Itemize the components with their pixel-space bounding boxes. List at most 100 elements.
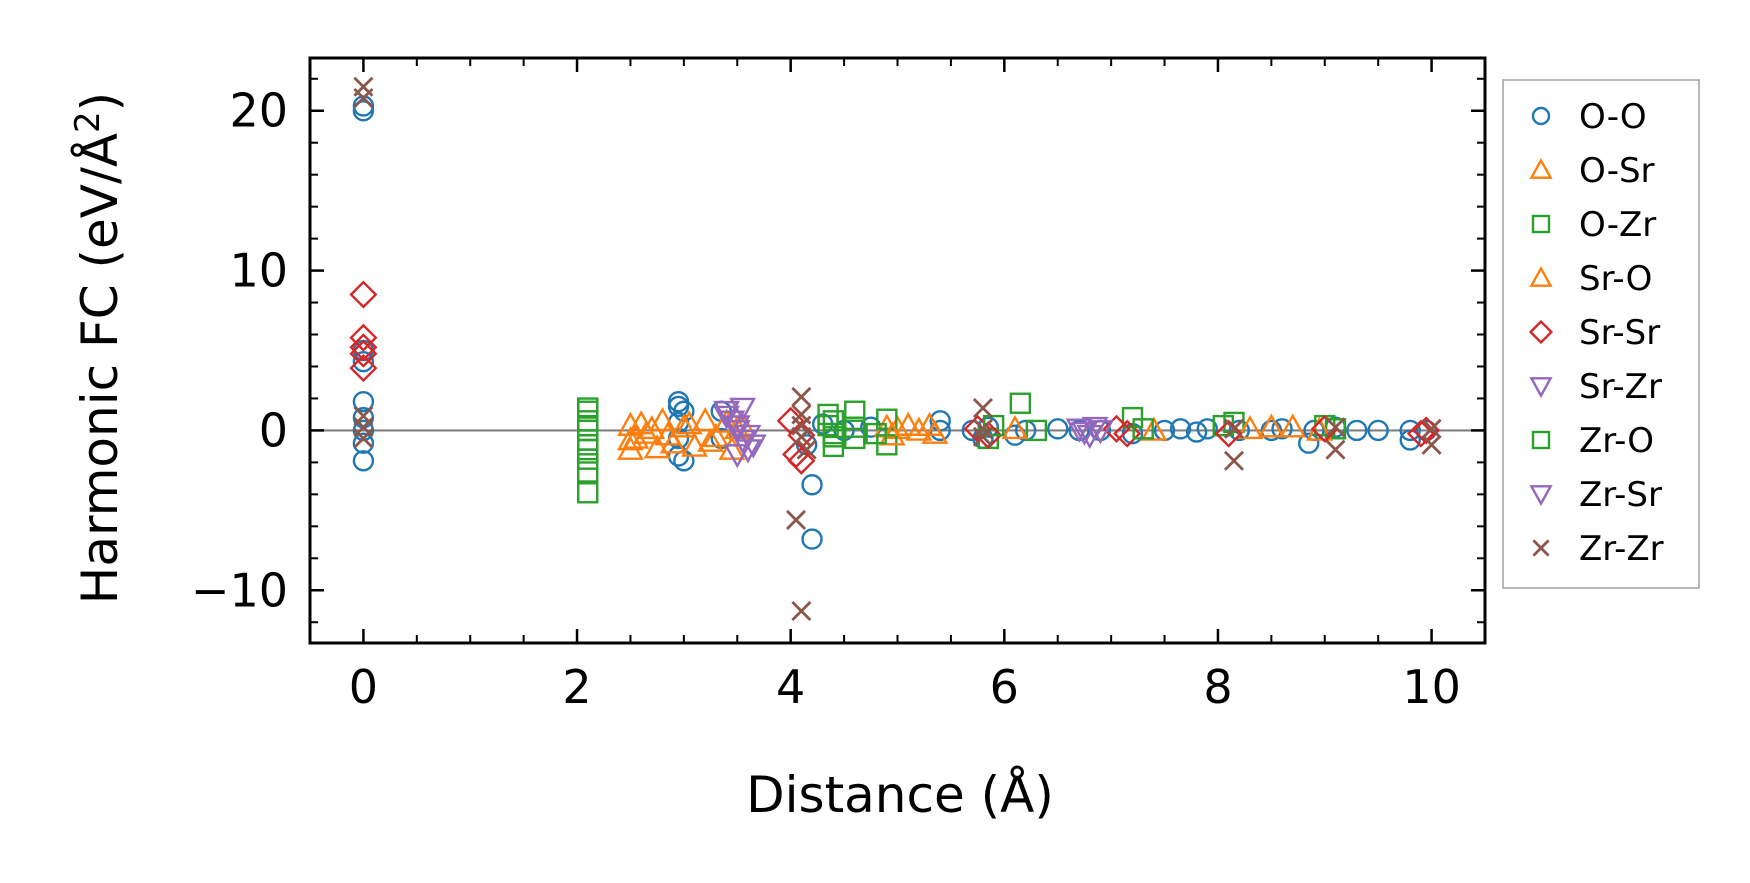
data-point-o-zr (1009, 392, 1032, 414)
data-point-o-o (352, 450, 375, 472)
data-point-o-sr (718, 435, 746, 460)
data-point-zr-zr (1223, 418, 1244, 439)
data-point-o-o (352, 432, 375, 454)
data-point-sr-o (675, 410, 703, 435)
data-point-sr-sr (1113, 419, 1142, 448)
data-point-sr-sr (349, 280, 378, 309)
legend-label-sr-zr: Sr-Zr (1579, 367, 1662, 407)
data-point-zr-sr (739, 434, 767, 459)
data-point-o-zr (844, 400, 866, 422)
data-point-o-o (1298, 432, 1320, 454)
data-point-zr-zr (796, 439, 817, 460)
data-point-o-o (1271, 418, 1293, 440)
x-tick-label: 8 (1203, 660, 1232, 714)
data-point-o-o (1399, 419, 1421, 442)
data-point-zr-zr (353, 428, 374, 449)
data-point-o-sr (643, 434, 671, 459)
data-point-o-sr (691, 406, 719, 432)
x-tick-label: 0 (349, 660, 378, 714)
data-point-zr-zr (972, 398, 993, 419)
data-point-sr-sr (349, 339, 378, 368)
data-point-zr-zr (786, 509, 807, 530)
data-point-zr-o (822, 422, 845, 445)
data-point-o-o (1185, 421, 1208, 443)
data-point-sr-o (894, 411, 922, 436)
data-point-sr-o (659, 429, 687, 454)
x-axis-label: Distance (Å) (746, 766, 1054, 824)
legend-marker-o-sr (1529, 157, 1553, 179)
data-point-sr-o (921, 419, 949, 444)
data-point-o-sr (670, 413, 698, 438)
data-point-o-sr (1279, 413, 1307, 438)
data-point-sr-sr (349, 354, 378, 383)
data-point-sr-sr (349, 323, 378, 352)
data-point-o-sr (1257, 413, 1285, 438)
y-axis-label-main: Harmonic FC (eV/Å (71, 133, 129, 604)
y-tick-label: 0 (259, 403, 288, 457)
legend-label-zr-o: Zr-O (1579, 421, 1654, 461)
data-point-zr-o (1132, 418, 1154, 440)
data-point-sr-sr (787, 421, 816, 450)
data-point-sr-o (638, 414, 666, 440)
data-point-o-o (1228, 419, 1251, 442)
data-point-o-sr (681, 432, 708, 457)
data-point-sr-zr (723, 444, 751, 469)
legend-item-zr-sr: Zr-Sr (1529, 475, 1662, 515)
legend-label-zr-sr: Zr-Sr (1579, 475, 1662, 515)
data-point-o-sr (649, 406, 676, 432)
legend-item-o-sr: O-Sr (1529, 151, 1655, 191)
y-axis-label-superscript: 2 (68, 111, 108, 133)
data-point-o-o (667, 395, 690, 418)
data-point-o-sr (905, 416, 933, 441)
legend-item-sr-sr: Sr-Sr (1528, 313, 1660, 353)
legend-marker-sr-sr (1528, 319, 1554, 345)
y-axis-label: Harmonic FC (eV/Å2) (68, 92, 129, 604)
data-point-zr-o (577, 414, 599, 437)
data-point-sr-sr (1214, 419, 1243, 448)
data-point-sr-o (697, 427, 725, 452)
legend-label-o-sr: O-Sr (1579, 151, 1655, 191)
legend-marker-o-o (1531, 106, 1551, 126)
data-point-zr-o (577, 434, 599, 456)
y-tick-label: −10 (191, 563, 288, 617)
legend-box (1502, 79, 1700, 589)
data-point-sr-o (1140, 416, 1168, 441)
data-point-o-o (801, 528, 823, 550)
data-point-o-o (1169, 418, 1192, 440)
data-point-zr-zr (791, 426, 812, 447)
data-point-zr-o (982, 414, 1005, 437)
data-point-sr-zr (1065, 418, 1093, 443)
data-point-zr-zr (1325, 439, 1346, 460)
legend-item-sr-o: Sr-O (1529, 259, 1652, 299)
data-points (349, 76, 1442, 622)
data-point-zr-zr (353, 87, 374, 108)
data-point-o-zr (844, 427, 866, 450)
data-point-o-o (352, 350, 375, 373)
legend-label-sr-sr: Sr-Sr (1579, 313, 1660, 353)
legend-marker-zr-o (1531, 430, 1551, 450)
legend-marker-zr-zr (1532, 539, 1550, 557)
y-axis-label-close: ) (71, 92, 129, 112)
data-point-o-o (1196, 418, 1218, 440)
legend-marker-zr-sr (1529, 485, 1553, 507)
data-point-o-sr (702, 422, 730, 448)
x-tick-label: 4 (776, 660, 805, 714)
data-point-o-zr (1025, 419, 1048, 442)
data-point-sr-zr (1087, 420, 1114, 445)
tick-labels: 0 2 4 6 8 10 −10 0 10 20 (191, 84, 1461, 714)
data-point-o-sr (633, 419, 660, 444)
data-point-o-zr (822, 435, 845, 458)
data-point-o-o (1367, 419, 1389, 442)
data-point-o-o (801, 474, 823, 496)
data-point-zr-zr (791, 601, 812, 622)
x-tick-label: 10 (1402, 660, 1461, 714)
data-point-zr-zr (1325, 417, 1346, 438)
data-point-zr-o (822, 410, 845, 432)
axis-ticks (309, 58, 1486, 643)
legend-label-o-zr: O-Zr (1579, 205, 1656, 245)
data-point-zr-zr (1421, 418, 1442, 439)
data-point-sr-o (1236, 414, 1264, 440)
data-point-sr-sr (349, 333, 378, 362)
data-point-zr-zr (972, 426, 993, 447)
legend-marker-sr-o (1529, 265, 1553, 287)
